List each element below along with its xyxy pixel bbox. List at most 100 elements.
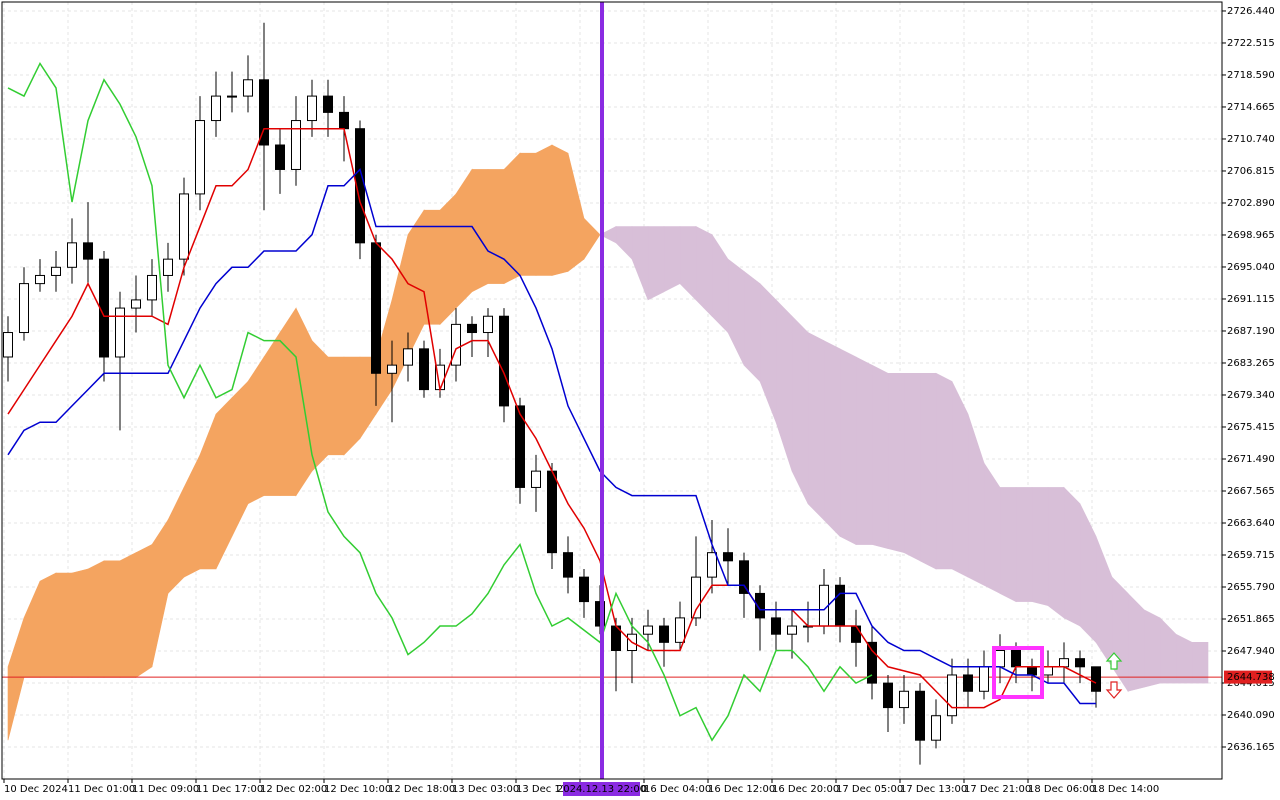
cloud-segment bbox=[887, 372, 905, 554]
y-tick-label: 2718.590 bbox=[1227, 70, 1275, 81]
y-tick-label: 2698.965 bbox=[1227, 230, 1275, 241]
x-tick-label: 16 Dec 20:00 bbox=[772, 784, 839, 795]
y-tick-label: 2659.715 bbox=[1227, 550, 1275, 561]
candle-body bbox=[211, 95, 221, 122]
candle-body bbox=[1091, 666, 1101, 692]
cloud-segment bbox=[903, 372, 921, 562]
y-tick-label: 2714.665 bbox=[1227, 102, 1275, 113]
y-tick-label: 2655.790 bbox=[1227, 582, 1275, 593]
plot-frame bbox=[1, 1, 1223, 780]
cloud-segment bbox=[311, 339, 329, 472]
y-tick-label: 2636.165 bbox=[1227, 742, 1275, 753]
indicator-line bbox=[7, 168, 1096, 705]
y-tick-label: 2695.040 bbox=[1227, 262, 1275, 273]
cloud-segment bbox=[791, 315, 809, 504]
x-tick-label: 18 Dec 14:00 bbox=[1092, 784, 1159, 795]
cloud-segment bbox=[519, 152, 537, 276]
cloud-segment bbox=[999, 487, 1017, 603]
cloud-segment bbox=[839, 348, 857, 546]
candle-body bbox=[931, 715, 941, 741]
candle-body bbox=[339, 111, 349, 130]
candle-body bbox=[1075, 658, 1085, 668]
y-tick-label: 2683.265 bbox=[1227, 358, 1275, 369]
candle-body bbox=[291, 120, 301, 170]
candle-body bbox=[147, 274, 157, 301]
candle-body bbox=[963, 674, 973, 692]
cloud-segment bbox=[439, 193, 457, 326]
x-tick-label: 17 Dec 21:00 bbox=[964, 784, 1031, 795]
candle-body bbox=[995, 650, 1005, 668]
candle-body bbox=[51, 266, 61, 276]
candle-body bbox=[755, 592, 765, 619]
cloud-segment bbox=[119, 552, 137, 678]
candle-body bbox=[531, 470, 541, 488]
cloud-segment bbox=[1031, 487, 1049, 607]
candle-body bbox=[883, 682, 893, 709]
candle-body bbox=[1059, 658, 1069, 668]
cloud-segment bbox=[343, 356, 361, 456]
candle-body bbox=[35, 274, 45, 285]
y-tick-label: 2647.940 bbox=[1227, 646, 1275, 657]
up-arrow bbox=[1105, 652, 1123, 670]
candle-body bbox=[1027, 666, 1037, 676]
y-tick-label: 2651.865 bbox=[1227, 614, 1275, 625]
y-tick-label: 2691.115 bbox=[1227, 294, 1275, 305]
y-tick-label: 2663.640 bbox=[1227, 518, 1275, 529]
y-tick-label: 2726.440 bbox=[1227, 6, 1275, 17]
highlight-box bbox=[992, 646, 1044, 699]
candle-body bbox=[899, 690, 909, 709]
cloud-segment bbox=[663, 226, 681, 293]
cloud-segment bbox=[583, 217, 601, 261]
candle-body bbox=[195, 120, 205, 195]
candle-body bbox=[99, 258, 109, 358]
x-tick-label: 10 Dec 2024 bbox=[4, 784, 68, 795]
down-arrow bbox=[1105, 681, 1123, 699]
candle-body bbox=[691, 576, 701, 619]
cloud-segment bbox=[951, 381, 969, 578]
cloud-segment bbox=[263, 331, 281, 496]
candle-body bbox=[19, 283, 29, 334]
cloud-segment bbox=[695, 226, 713, 317]
candle-body bbox=[547, 470, 557, 554]
x-tick-label: 12 Dec 02:00 bbox=[260, 784, 327, 795]
candle-body bbox=[867, 641, 877, 684]
cloud-segment bbox=[487, 169, 505, 284]
candle-body bbox=[1043, 666, 1053, 676]
cloud-segment bbox=[135, 544, 153, 678]
candle-body bbox=[131, 299, 141, 309]
cloud-segment bbox=[535, 144, 553, 276]
cloud-segment bbox=[919, 372, 937, 570]
candle-body bbox=[707, 552, 717, 578]
cursor-label: 2024.12.13 22:00 bbox=[557, 784, 646, 795]
cloud-segment bbox=[327, 356, 345, 456]
candle-body bbox=[419, 348, 429, 391]
candle-body bbox=[515, 405, 525, 488]
cloud-segment bbox=[823, 340, 841, 538]
candle-body bbox=[563, 552, 573, 578]
candle-body bbox=[179, 193, 189, 260]
cloud-segment bbox=[455, 168, 473, 309]
y-tick-label: 2706.815 bbox=[1227, 166, 1275, 177]
candle-body bbox=[915, 690, 925, 741]
x-tick-label: 12 Dec 18:00 bbox=[388, 784, 455, 795]
cloud-segment bbox=[1015, 487, 1033, 602]
y-tick-label: 2667.565 bbox=[1227, 486, 1275, 497]
y-tick-label: 2710.740 bbox=[1227, 134, 1275, 145]
y-tick-label: 2687.190 bbox=[1227, 326, 1275, 337]
cloud-segment bbox=[71, 568, 89, 678]
cloud-segment bbox=[503, 152, 521, 285]
x-tick-label: 12 Dec 10:00 bbox=[324, 784, 391, 795]
candle-body bbox=[723, 552, 733, 562]
cloud-segment bbox=[103, 560, 121, 678]
x-tick-label: 16 Dec 12:00 bbox=[708, 784, 775, 795]
current-price-label: 2644.738 bbox=[1227, 672, 1275, 683]
candle-body bbox=[275, 144, 285, 170]
indicator-line bbox=[7, 127, 1097, 709]
candle-body bbox=[83, 242, 93, 260]
cloud-segment bbox=[1175, 633, 1193, 684]
x-tick-label: 13 Dec 03:00 bbox=[452, 784, 519, 795]
candle-body bbox=[451, 323, 461, 366]
candle-body bbox=[499, 315, 509, 407]
y-tick-label: 2679.340 bbox=[1227, 390, 1275, 401]
